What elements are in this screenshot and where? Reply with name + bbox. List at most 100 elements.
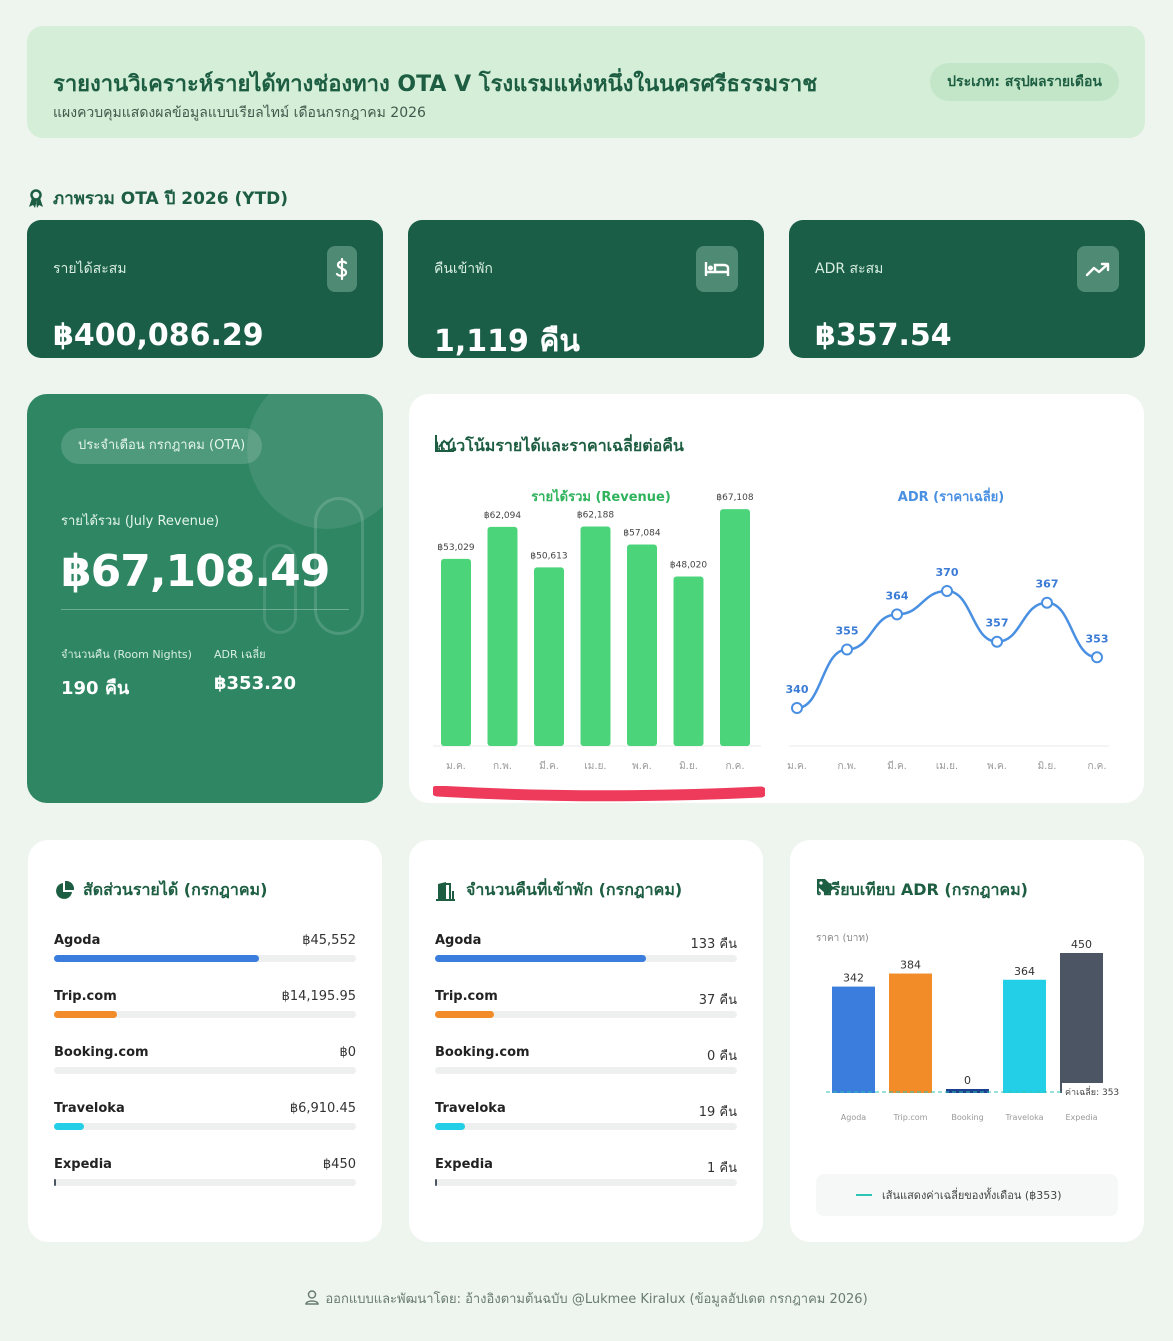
ota-value: ฿6,910.45	[289, 1101, 356, 1116]
room-nights-row: Agoda 133 คืน	[435, 933, 737, 963]
revenue-tick-label: มี.ค.	[539, 760, 559, 772]
adr-compare-bar	[832, 986, 875, 1093]
july-revenue-label: รายได้รวม (July Revenue)	[61, 514, 220, 529]
ota-name: Expedia	[54, 1157, 112, 1172]
revenue-share-row: Agoda ฿45,552	[54, 933, 356, 963]
trend-card: แนวโน้มรายได้และราคาเฉลี่ยต่อคืน รายได้ร…	[409, 394, 1144, 803]
progress-fill	[54, 1011, 118, 1018]
adr-ylabel: ราคา (บาท)	[816, 933, 869, 944]
adr-compare-value: 0	[964, 1074, 971, 1087]
adr-tick-label: มิ.ย.	[1038, 761, 1057, 772]
adr-compare-bar	[1060, 953, 1103, 1093]
progress-fill	[435, 1179, 437, 1186]
adr-chart-title: ADR (ราคาเฉลี่ย)	[898, 487, 1004, 505]
revenue-bar-label: ฿62,094	[484, 511, 521, 521]
progress-track	[54, 955, 356, 962]
revenue-tick-label: เม.ย.	[584, 761, 606, 772]
adr-tick-label: ก.พ.	[837, 761, 856, 772]
average-label: ค่าเฉลี่ย: 353	[1065, 1085, 1119, 1098]
decorative-pill	[263, 544, 297, 634]
progress-track	[435, 1011, 737, 1018]
adr-compare-value: 364	[1014, 965, 1035, 978]
adr-compare-card: เปรียบเทียบ ADR (กรกฎาคม) ราคา (บาท) 342 A…	[790, 840, 1144, 1242]
progress-fill	[435, 1011, 494, 1018]
room-nights-row: Traveloka 19 คืน	[435, 1101, 737, 1131]
trending-up-icon	[1077, 246, 1119, 292]
adr-tick-label: มี.ค.	[887, 760, 907, 772]
revenue-bar	[580, 526, 611, 746]
revenue-bar-label: ฿57,084	[623, 529, 660, 539]
adr-tick-label: ม.ค.	[787, 761, 807, 772]
revenue-bar-label: ฿53,029	[437, 543, 474, 553]
page-subtitle: แผงควบคุมแสดงผลข้อมูลแบบเรียลไทม์ เดือนก…	[53, 105, 426, 121]
adr-compare-tick: Trip.com	[893, 1113, 928, 1122]
ota-value: 1 คืน	[707, 1161, 737, 1176]
progress-fill	[435, 955, 647, 962]
ota-value: 37 คืน	[698, 993, 737, 1008]
adr-compare-title: เปรียบเทียบ ADR (กรกฎาคม)	[816, 878, 1028, 903]
ota-name: Booking.com	[435, 1045, 530, 1060]
adr-compare-tick: Booking	[951, 1113, 983, 1122]
revenue-bar-label: ฿67,108	[716, 493, 753, 503]
revenue-tick-label: ก.พ.	[493, 761, 512, 772]
adr-compare-chart: ราคา (บาท) 342 Agoda 384 Trip.com 0 Booking 364…	[816, 933, 1124, 1122]
decorative-pill	[314, 497, 364, 635]
legend-text: เส้นแสดงค่าเฉลี่ยของทั้งเดือน (฿353)	[882, 1189, 1062, 1202]
trend-card-title-text: แนวโน้มรายได้และราคาเฉลี่ยต่อคืน	[435, 436, 684, 455]
adr-tick-label: เม.ย.	[936, 761, 958, 772]
progress-track	[435, 955, 737, 962]
ota-name: Trip.com	[54, 989, 117, 1004]
red-underline-annotation	[433, 786, 765, 802]
revenue-bar	[673, 576, 704, 746]
ota-name: Booking.com	[54, 1045, 149, 1060]
room-nights-label: จำนวนคืน (Room Nights)	[61, 648, 192, 661]
average-legend: เส้นแสดงค่าเฉลี่ยของทั้งเดือน (฿353)	[816, 1174, 1118, 1216]
dollar-icon	[327, 246, 357, 292]
pie-chart-icon	[56, 880, 74, 899]
july-summary-card: ประจำเดือน กรกฎาคม (OTA) รายได้รวม (July…	[27, 394, 383, 803]
kpi-label: รายได้สะสม	[53, 261, 127, 277]
kpi-value: ฿400,086.29	[53, 318, 264, 353]
ota-name: Agoda	[435, 933, 482, 948]
kpi-label: ADR สะสม	[815, 261, 884, 277]
room-nights-card: จำนวนคืนที่เข้าพัก (กรกฎาคม) Agoda 133 คื…	[409, 840, 763, 1242]
progress-track	[435, 1179, 737, 1186]
ota-name: Traveloka	[54, 1101, 125, 1116]
adr-point	[791, 702, 803, 714]
ytd-section-title-text: ภาพรวม OTA ปี 2026 (YTD)	[53, 189, 289, 209]
adr-point-label: 364	[886, 589, 909, 602]
average-label-bg	[1062, 1083, 1124, 1099]
ota-value: ฿45,552	[302, 933, 356, 948]
revenue-bar	[534, 567, 564, 746]
header-banner: รายงานวิเคราะห์รายได้ทางช่องทาง OTA V โร…	[27, 26, 1145, 138]
adr-compare-tick: Expedia	[1066, 1113, 1098, 1122]
revenue-share-title-text: สัดส่วนรายได้ (กรกฎาคม)	[83, 880, 268, 899]
revenue-bar-label: ฿50,613	[530, 551, 567, 561]
july-revenue-value: ฿67,108.49	[61, 546, 330, 597]
progress-track	[54, 1123, 356, 1130]
divider	[61, 609, 349, 610]
kpi-value: ฿357.54	[815, 318, 952, 353]
ota-value: ฿0	[339, 1045, 356, 1060]
adr-point	[841, 643, 853, 656]
progress-track	[435, 1067, 737, 1074]
ota-value: ฿450	[322, 1157, 356, 1172]
revenue-share-title: สัดส่วนรายได้ (กรกฎาคม)	[54, 878, 267, 903]
adr-tick-label: ก.ค.	[1087, 761, 1106, 772]
room-nights-value: 190 คืน	[61, 678, 130, 699]
page-title: รายงานวิเคราะห์รายได้ทางช่องทาง OTA V โร…	[53, 72, 818, 97]
progress-fill	[54, 955, 260, 962]
adr-point-label: 357	[986, 617, 1009, 630]
adr-compare-title-text: เปรียบเทียบ ADR (กรกฎาคม)	[816, 880, 1028, 899]
legend-swatch	[856, 1194, 872, 1196]
adr-tick-label: พ.ค.	[987, 761, 1007, 772]
revenue-tick-label: มิ.ย.	[679, 761, 698, 772]
revenue-tick-label: พ.ค.	[632, 761, 652, 772]
trend-charts: รายได้รวม (Revenue) ฿53,029 ม.ค. ฿62,094 ก.พ…	[433, 487, 1109, 772]
adr-compare-value: 342	[843, 972, 864, 985]
ota-name: Traveloka	[435, 1101, 506, 1116]
revenue-bar	[487, 526, 518, 746]
room-nights-row: Booking.com 0 คืน	[435, 1045, 737, 1075]
ota-value: ฿14,195.95	[281, 989, 356, 1004]
adr-point	[1041, 596, 1053, 609]
